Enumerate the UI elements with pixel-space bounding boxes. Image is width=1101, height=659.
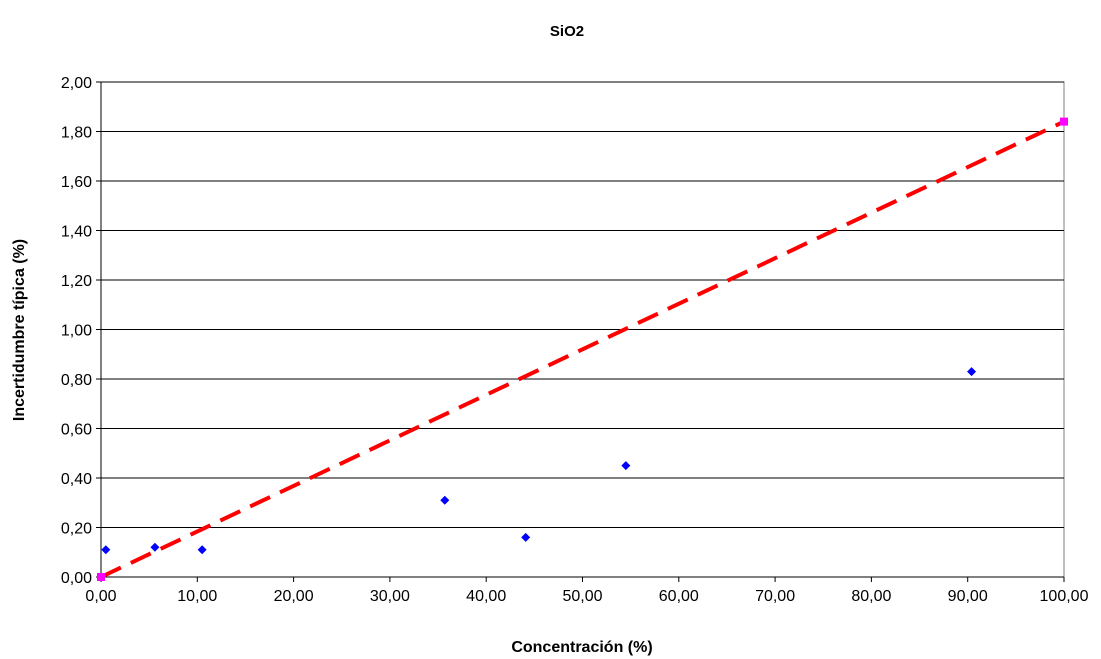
trend-line-point — [1060, 117, 1068, 126]
x-tick-label: 70,00 — [755, 588, 795, 605]
data-point — [621, 461, 631, 471]
x-axis-ticks: 0,00 10,00 20,00 30,00 40,00 50,00 60,00 70,00 8… — [85, 577, 1089, 605]
y-tick-label: 0,60 — [61, 422, 92, 439]
y-tick-label: 1,00 — [61, 323, 92, 340]
x-tick-label: 60,00 — [659, 588, 699, 605]
x-tick-label: 80,00 — [851, 588, 891, 605]
data-point — [521, 532, 531, 542]
trend-line — [100, 119, 1065, 579]
x-tick-label: 50,00 — [562, 588, 602, 605]
x-axis-title: Concentración (%) — [511, 639, 652, 656]
data-point — [197, 545, 207, 555]
series-layer — [97, 117, 1068, 581]
y-tick-label: 1,20 — [61, 273, 92, 290]
y-tick-label: 1,80 — [61, 125, 92, 142]
data-point — [150, 542, 160, 552]
y-axis-ticks: 0,00 0,20 0,40 0,60 0,80 1,00 1,20 1,40 1,60 1,80… — [61, 75, 101, 587]
x-tick-label: 90,00 — [948, 588, 988, 605]
y-tick-label: 0,00 — [61, 570, 92, 587]
x-tick-label: 40,00 — [466, 588, 506, 605]
x-tick-label: 10,00 — [177, 588, 217, 605]
x-tick-label: 30,00 — [370, 588, 410, 605]
data-point — [967, 367, 977, 377]
trend-line-point — [97, 573, 105, 581]
data-point — [440, 495, 450, 505]
grid-lines — [101, 81, 1064, 528]
y-tick-label: 0,80 — [61, 372, 92, 389]
x-tick-label: 20,00 — [274, 588, 314, 605]
chart-title: SiO2 — [550, 23, 584, 40]
y-tick-label: 1,60 — [61, 174, 92, 191]
data-point — [101, 545, 111, 555]
y-tick-label: 0,40 — [61, 471, 92, 488]
x-tick-label: 100,00 — [1040, 588, 1089, 605]
y-tick-label: 0,20 — [61, 521, 92, 538]
y-axis-title: Incertidumbre típica (%) — [11, 239, 28, 421]
y-tick-label: 2,00 — [61, 75, 92, 92]
x-tick-label: 0,00 — [85, 588, 116, 605]
y-tick-label: 1,40 — [61, 224, 92, 241]
